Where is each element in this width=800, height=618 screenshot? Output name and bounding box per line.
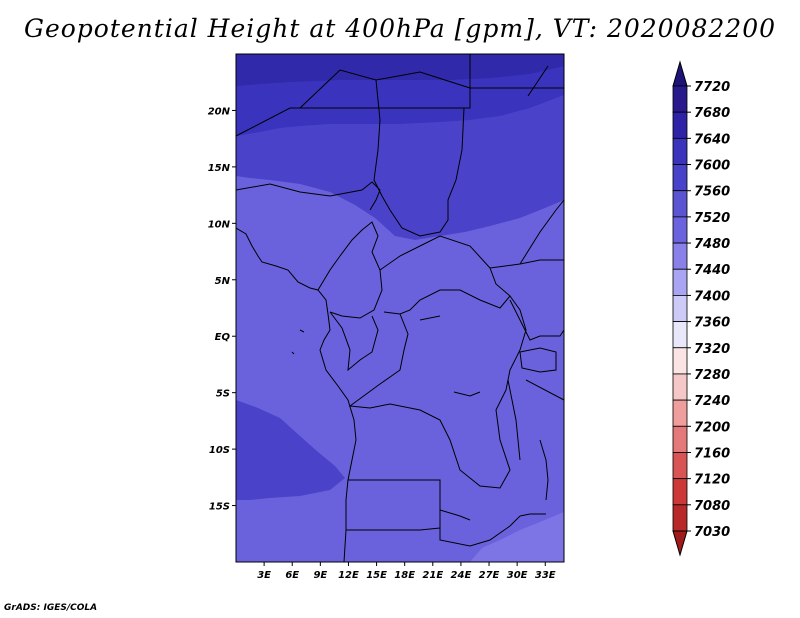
border-libya-egypt xyxy=(236,54,471,137)
inland-lines xyxy=(291,315,481,397)
lon-tick-label: 9E xyxy=(313,570,327,581)
lake-victoria xyxy=(519,347,557,373)
lat-tick-label: 10N xyxy=(208,219,231,230)
colorbar-bottom-arrow xyxy=(672,530,688,557)
colorbar-top-arrow xyxy=(672,60,688,87)
colorbar-swatch xyxy=(672,452,688,480)
colorbar-swatch xyxy=(672,321,688,349)
colorbar-swatch xyxy=(672,190,688,218)
colorbar-label: 7030 xyxy=(694,525,730,540)
latitude-axis: 20N 15N 10N 5N EQ 5S 10S 15S xyxy=(208,106,236,513)
colorbar-label: 7120 xyxy=(694,473,730,488)
border-congo-gabon xyxy=(329,311,379,372)
lon-tick-label: 3E xyxy=(257,570,271,581)
lat-tick-label: 15S xyxy=(209,502,230,513)
lat-tick-label: 5S xyxy=(216,389,230,400)
border-car xyxy=(379,235,511,315)
colorbar-swatch xyxy=(672,399,688,427)
colorbar-label: 7520 xyxy=(694,211,730,226)
border-niger-algeria xyxy=(299,69,471,109)
borders xyxy=(236,54,564,562)
border-ethiopia xyxy=(519,199,564,265)
colorbar-label: 7280 xyxy=(694,368,730,383)
colorbar-swatch xyxy=(672,425,688,453)
map-frame xyxy=(235,53,565,563)
lon-tick-label: 24E xyxy=(451,570,472,581)
colorbar-label: 7600 xyxy=(694,159,730,174)
height-field xyxy=(236,54,564,562)
colorbar-swatch xyxy=(672,373,688,401)
colorbar-swatch xyxy=(672,111,688,139)
colorbar-label: 7200 xyxy=(694,420,730,435)
colorbar-swatch xyxy=(672,504,688,532)
border-niger-chad xyxy=(236,181,381,211)
grads-credit: GrADS: IGES/COLA xyxy=(4,603,98,613)
colorbar-swatch xyxy=(672,268,688,296)
coastline-west xyxy=(236,227,357,562)
lon-tick-label: 15E xyxy=(366,570,387,581)
border-mozambique xyxy=(519,513,546,517)
border-namibia xyxy=(346,527,441,531)
lake-malawi xyxy=(539,439,549,501)
contour-band-7600-south xyxy=(236,400,345,500)
lon-tick-label: 27E xyxy=(479,570,500,581)
border-drc-north xyxy=(348,295,527,489)
colorbar-legend: 7720 7680 7640 7600 7560 7520 7480 7440 7400 7360… xyxy=(672,60,730,557)
lon-tick-label: 18E xyxy=(394,570,415,581)
colorbar-label: 7720 xyxy=(694,80,730,95)
colorbar-swatch xyxy=(672,242,688,270)
lat-tick-label: 20N xyxy=(208,106,231,117)
lon-tick-label: 33E xyxy=(535,570,556,581)
coast-redsea xyxy=(527,65,549,97)
border-zambia xyxy=(439,480,521,547)
lon-tick-label: 30E xyxy=(507,570,528,581)
border-nigeria-cameroon xyxy=(317,221,383,319)
border-east-lakes xyxy=(509,299,564,341)
lat-tick-label: 15N xyxy=(208,163,231,174)
longitude-axis: 3E 6E 9E 12E 15E 18E 21E 24E 27E 30E 33E xyxy=(257,562,556,581)
colorbar-label: 7080 xyxy=(694,499,730,514)
lat-tick-label: 5N xyxy=(215,276,231,287)
colorbar-label: 7360 xyxy=(694,316,730,331)
colorbar-swatch xyxy=(672,164,688,192)
lat-tick-label: EQ xyxy=(215,332,231,343)
colorbar-swatch xyxy=(672,137,688,165)
lon-tick-label: 12E xyxy=(338,570,359,581)
colorbar-label: 7440 xyxy=(694,263,730,278)
colorbar-swatch xyxy=(672,85,688,113)
lon-tick-label: 6E xyxy=(285,570,299,581)
lake-tanganyika xyxy=(507,379,521,461)
lon-tick-label: 21E xyxy=(422,570,443,581)
colorbar-label: 7160 xyxy=(694,446,730,461)
contour-band-7520 xyxy=(470,512,564,562)
border-kenya-tanzania xyxy=(525,379,564,401)
colorbar-label: 7560 xyxy=(694,185,730,200)
colorbar-swatch xyxy=(672,216,688,244)
colorbar-swatch xyxy=(672,347,688,375)
border-sudan-southsudan xyxy=(489,259,564,269)
colorbar-label: 7640 xyxy=(694,132,730,147)
border-chad-north xyxy=(373,79,465,237)
colorbar-label: 7480 xyxy=(694,237,730,252)
colorbar-label: 7400 xyxy=(694,289,730,304)
map-title: Geopotential Height at 400hPa [gpm], VT:… xyxy=(23,14,777,43)
lat-tick-label: 10S xyxy=(209,445,230,456)
colorbar-label: 7240 xyxy=(694,394,730,409)
colorbar-label: 7680 xyxy=(694,106,730,121)
contour-band-7680 xyxy=(236,54,564,86)
colorbar-label: 7320 xyxy=(694,342,730,357)
colorbar-swatch xyxy=(672,295,688,322)
colorbar-swatch xyxy=(672,478,688,506)
